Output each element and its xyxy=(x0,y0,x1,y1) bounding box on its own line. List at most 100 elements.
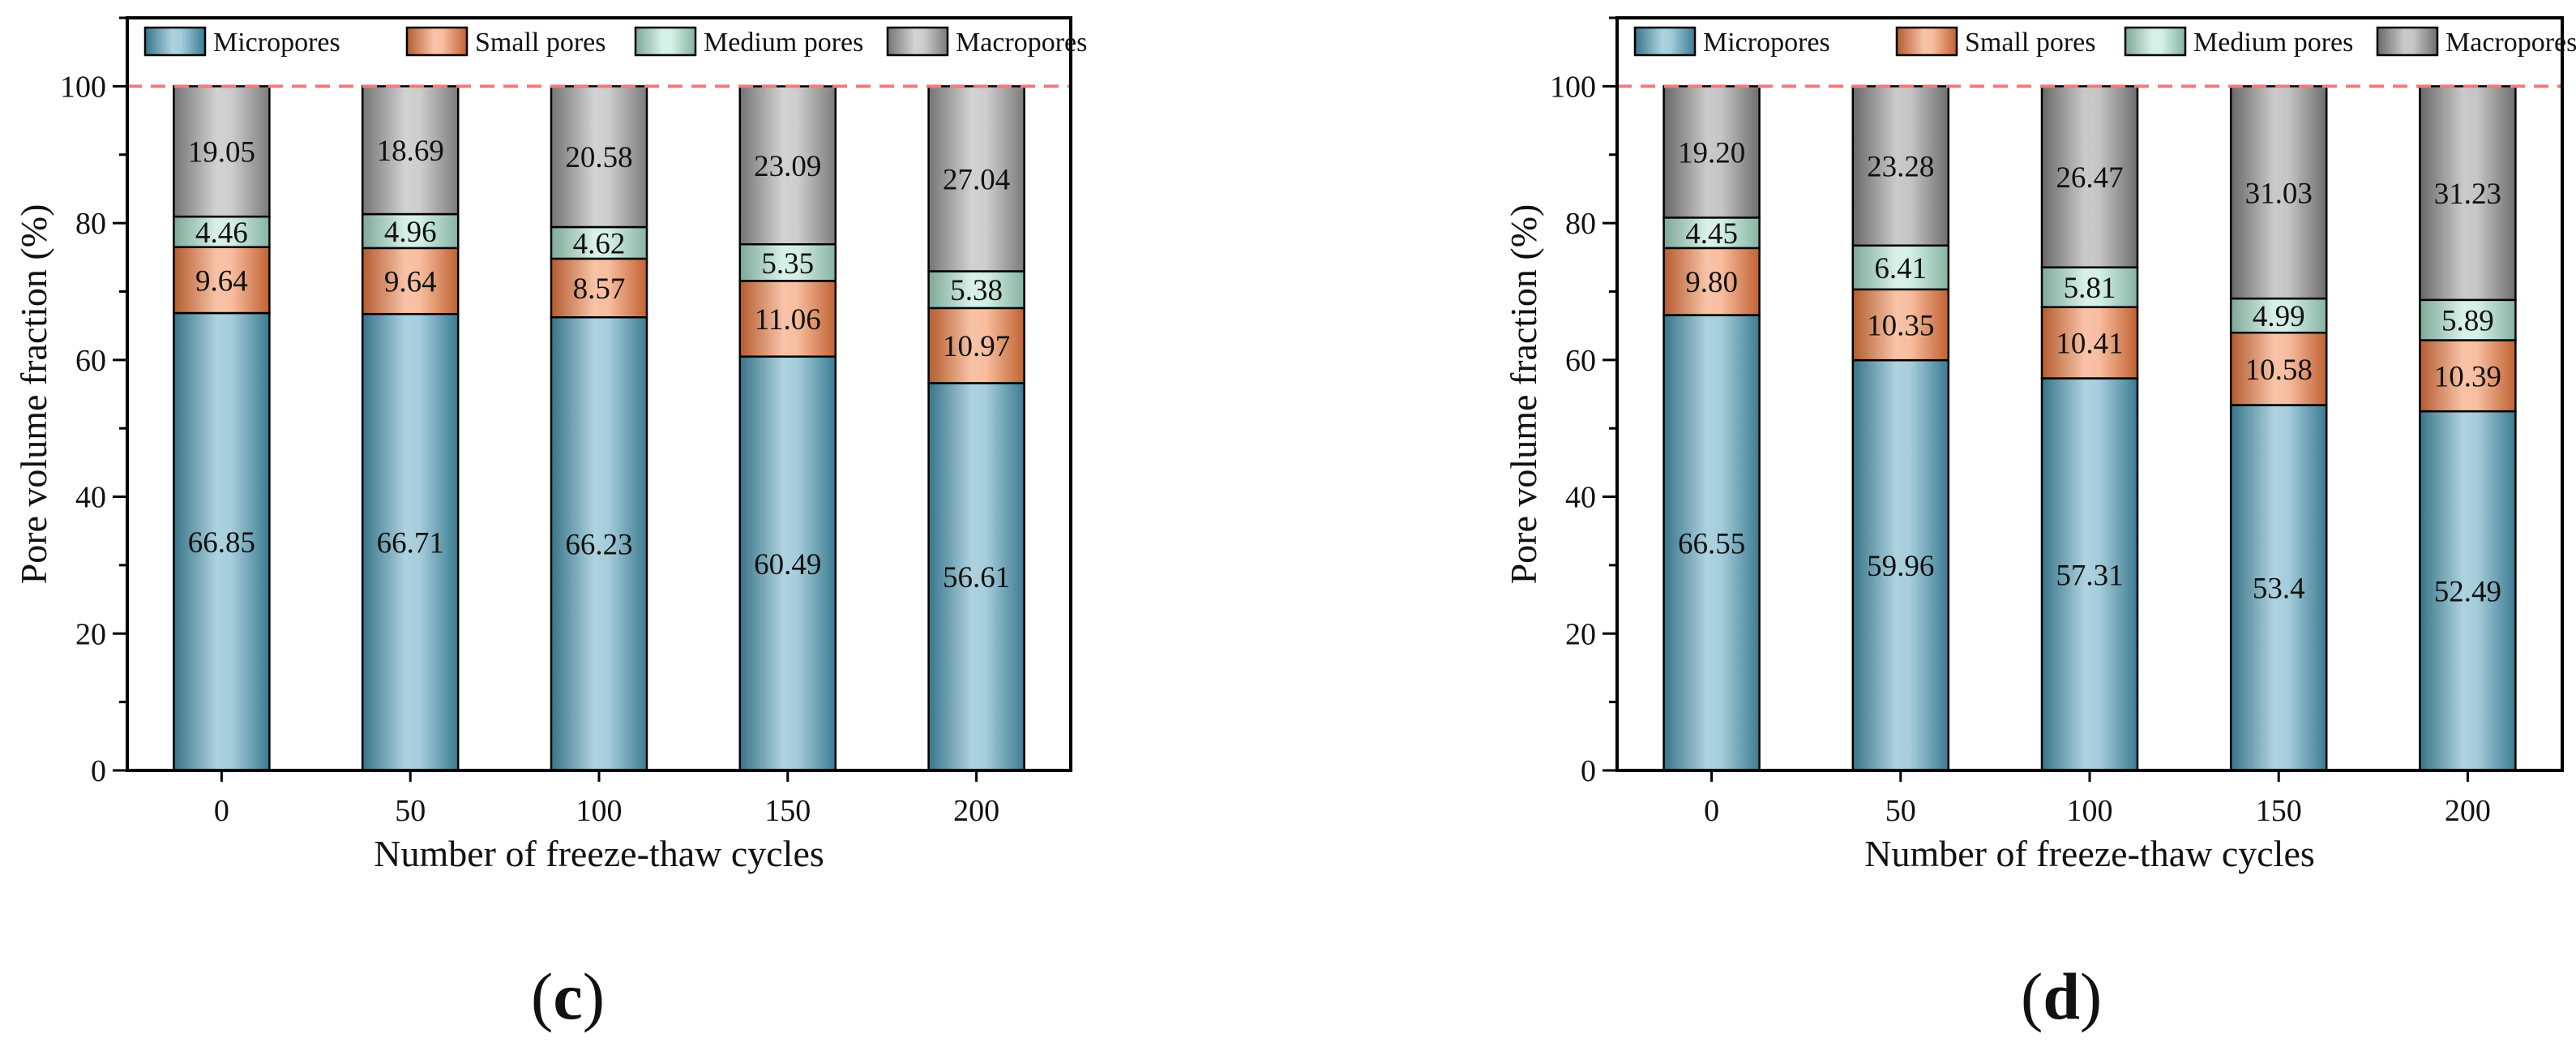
data-label: 56.61 xyxy=(943,561,1010,594)
legend-label: Medium pores xyxy=(2193,28,2353,58)
legend-swatch xyxy=(1895,26,1958,57)
legend-item-micropores: Micropores xyxy=(143,26,340,58)
legend-swatch xyxy=(405,26,469,57)
y-tick-label: 40 xyxy=(75,481,106,515)
bar-micropores-0 xyxy=(173,311,271,772)
chart-panel-c: 66.85 9.64 4.46 19.05 66.71 9.64 4.96 18.69 66.2… xyxy=(13,16,1087,874)
bar-small-pores-50 xyxy=(361,247,460,315)
data-label: 66.85 xyxy=(188,526,255,560)
data-label: 10.58 xyxy=(2245,354,2313,387)
data-label: 9.80 xyxy=(1685,266,1738,299)
data-label: 20.58 xyxy=(565,141,632,174)
bar-medium-pores-100 xyxy=(550,225,648,260)
x-tick-label: 100 xyxy=(576,794,623,828)
legend-label: Small pores xyxy=(475,28,605,58)
bar-macropores-150 xyxy=(2229,85,2328,300)
data-label: 4.96 xyxy=(384,216,437,249)
legend-item-medium-pores: Medium pores xyxy=(634,26,863,58)
data-label: 53.4 xyxy=(2253,573,2305,606)
data-label: 57.31 xyxy=(2056,559,2123,592)
data-label: 6.41 xyxy=(1874,252,1927,285)
x-axis-title: Number of freeze-thaw cycles xyxy=(1864,833,2315,874)
x-tick-label: 50 xyxy=(395,794,426,828)
legend-label: Medium pores xyxy=(704,28,863,58)
data-label: 66.23 xyxy=(565,529,632,562)
bar-macropores-100 xyxy=(550,85,648,229)
bar-small-pores-50 xyxy=(1851,288,1950,362)
data-label: 5.38 xyxy=(950,274,1003,307)
data-label: 23.09 xyxy=(754,150,821,183)
y-axis-title: Pore volume fraction (%) xyxy=(1503,204,1544,585)
data-label: 31.03 xyxy=(2245,177,2313,210)
data-label: 9.64 xyxy=(384,266,437,299)
legend-item-medium-pores: Medium pores xyxy=(2124,26,2353,58)
x-tick-label: 150 xyxy=(2256,794,2302,828)
data-label: 66.71 xyxy=(377,527,444,560)
legend-label: Micropores xyxy=(1703,28,1830,58)
legend-swatch xyxy=(2124,26,2187,57)
x-tick-label: 200 xyxy=(953,794,999,828)
legend-label: Macropores xyxy=(2445,28,2576,58)
bar-medium-pores-50 xyxy=(361,212,460,250)
bar-medium-pores-50 xyxy=(1851,244,1950,291)
y-axis-title: Pore volume fraction (%) xyxy=(13,204,54,585)
legend-item-small-pores: Small pores xyxy=(405,26,605,58)
data-label: 5.81 xyxy=(2064,272,2116,305)
bar-small-pores-0 xyxy=(173,246,271,315)
bar-macropores-50 xyxy=(361,85,460,216)
legend-item-macropores: Macropores xyxy=(886,26,1087,58)
legend-item-small-pores: Small pores xyxy=(1895,26,2095,58)
data-label: 4.46 xyxy=(195,217,248,250)
data-label: 10.41 xyxy=(2056,328,2123,361)
panel-label-d: (d) xyxy=(2021,959,2103,1033)
x-tick-label: 100 xyxy=(2067,794,2113,828)
data-label: 59.96 xyxy=(1867,550,1934,583)
y-tick-label: 80 xyxy=(75,207,106,241)
legend-swatch xyxy=(1633,26,1697,57)
data-label: 8.57 xyxy=(573,272,626,306)
data-label: 60.49 xyxy=(754,548,821,581)
data-label: 9.64 xyxy=(195,264,248,298)
data-label: 10.97 xyxy=(943,330,1010,363)
bar-micropores-100 xyxy=(2040,377,2139,772)
bar-small-pores-100 xyxy=(550,257,648,319)
y-tick-label: 60 xyxy=(75,344,106,378)
bar-macropores-100 xyxy=(2040,85,2139,268)
y-tick-label: 20 xyxy=(75,617,106,651)
bar-small-pores-200 xyxy=(927,307,1025,384)
bar-medium-pores-150 xyxy=(738,242,837,282)
bar-small-pores-150 xyxy=(2229,331,2328,406)
data-label: 19.20 xyxy=(1678,136,1745,169)
data-label: 31.23 xyxy=(2434,178,2501,211)
data-label: 18.69 xyxy=(377,135,444,168)
data-label: 52.49 xyxy=(2434,576,2501,609)
data-label: 4.99 xyxy=(2253,300,2305,333)
data-label: 10.35 xyxy=(1867,309,1934,342)
bar-macropores-0 xyxy=(173,85,271,218)
data-label: 10.39 xyxy=(2434,360,2501,393)
data-label: 19.05 xyxy=(188,136,255,169)
bar-micropores-200 xyxy=(927,382,1025,772)
legend-label: Macropores xyxy=(956,28,1087,58)
legend-swatch xyxy=(886,26,949,57)
y-tick-label: 100 xyxy=(1550,70,1596,104)
legend-item-macropores: Macropores xyxy=(2376,26,2576,58)
bar-micropores-50 xyxy=(1851,358,1950,772)
y-tick-label: 100 xyxy=(60,70,106,104)
bar-micropores-150 xyxy=(738,355,837,772)
data-label: 4.45 xyxy=(1685,217,1738,251)
x-tick-label: 50 xyxy=(1885,794,1916,828)
bar-macropores-150 xyxy=(738,85,837,246)
legend-swatch xyxy=(143,26,207,57)
bar-micropores-50 xyxy=(361,312,460,772)
data-label: 66.55 xyxy=(1678,527,1745,560)
y-tick-label: 20 xyxy=(1565,617,1596,651)
chart-panel-d: 66.55 9.80 4.45 19.20 59.96 10.35 6.41 23.28 57.… xyxy=(1503,16,2576,874)
y-tick-label: 80 xyxy=(1565,207,1596,241)
data-label: 5.35 xyxy=(761,247,814,281)
y-tick-label: 60 xyxy=(1565,344,1596,378)
legend-item-micropores: Micropores xyxy=(1633,26,1830,58)
x-tick-label: 0 xyxy=(1704,794,1719,828)
x-tick-label: 200 xyxy=(2445,794,2491,828)
bar-medium-pores-150 xyxy=(2229,297,2328,334)
